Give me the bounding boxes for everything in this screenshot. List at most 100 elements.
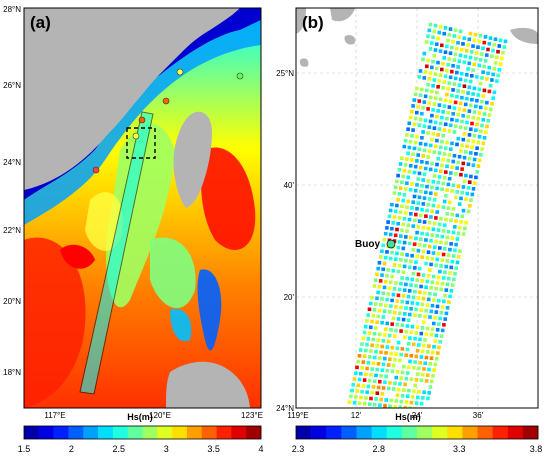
swath-point (423, 314, 427, 319)
colorbar-tick: 2.5 (113, 444, 126, 454)
swath-point (397, 192, 402, 196)
swath-point (430, 89, 434, 94)
swath-point (419, 331, 424, 336)
swath-point (422, 367, 426, 371)
swath-point (450, 236, 455, 240)
swath-point (432, 198, 437, 202)
colorbar-segment (356, 426, 372, 439)
swath-point (392, 239, 397, 243)
swath-point (458, 249, 462, 253)
swath-point (438, 25, 443, 29)
swath-point (417, 219, 422, 223)
swath-point (428, 362, 433, 366)
swath-point (478, 34, 483, 38)
swath-point (460, 167, 464, 171)
swath-point (366, 337, 371, 341)
swath-point (401, 222, 405, 227)
swath-point (456, 160, 461, 165)
swath-point (381, 243, 385, 248)
swath-point (455, 118, 459, 123)
swath-point (463, 126, 468, 130)
swath-point (362, 378, 367, 382)
swath-point (430, 280, 435, 284)
swath-point (475, 51, 479, 55)
swath-point (357, 354, 362, 358)
swath-point (381, 362, 386, 367)
swath-point (441, 229, 446, 233)
sar-swath-outline (79, 111, 154, 395)
swath-point (411, 248, 416, 252)
swath-point (463, 78, 468, 83)
swath-point (396, 245, 401, 250)
swath-point (455, 94, 459, 99)
swath-point (429, 309, 434, 314)
swath-point (399, 305, 403, 310)
swath-point (404, 353, 408, 357)
swath-point (375, 272, 379, 277)
swath-point (431, 227, 436, 232)
swath-point (448, 99, 453, 104)
swath-point (426, 179, 431, 183)
swath-point (423, 70, 428, 74)
swath-point (446, 87, 450, 91)
swath-point (445, 44, 449, 49)
swath-point (428, 71, 433, 75)
swath-point (431, 374, 435, 378)
swath-point (436, 157, 440, 161)
swath-point (407, 265, 412, 269)
colorbar-segment (311, 426, 327, 439)
swath-point (424, 332, 429, 336)
swath-point (417, 266, 422, 271)
swath-point (426, 396, 430, 401)
swath-point (485, 77, 489, 81)
swath-point (420, 184, 424, 188)
swath-point (459, 196, 463, 201)
colorbar-segment (127, 426, 143, 439)
lon-label: 123°E (241, 411, 263, 420)
swath-point (350, 388, 354, 393)
swath-point (427, 28, 432, 33)
swath-point (422, 172, 427, 176)
swath-point (465, 96, 469, 101)
swath-point (493, 61, 498, 65)
swath-point (384, 351, 388, 355)
swath-point (360, 342, 364, 346)
swath-point (429, 215, 433, 219)
swath-point (418, 93, 423, 98)
swath-point (361, 360, 366, 364)
swath-point (425, 208, 429, 213)
swath-point (354, 395, 358, 399)
swath-point (453, 272, 457, 276)
swath-point (395, 370, 400, 374)
swath-point (470, 74, 474, 78)
swath-point (388, 381, 392, 385)
swath-point (475, 75, 479, 79)
swath-point (432, 54, 437, 58)
swath-point (404, 258, 408, 263)
swath-point (430, 185, 434, 190)
swath-point (404, 329, 408, 334)
low-wave-band (197, 269, 222, 351)
swath-point (367, 378, 372, 383)
swath-point (462, 60, 467, 64)
swath-point (405, 371, 410, 375)
lon-label: 12' (351, 411, 362, 420)
swath-point (385, 321, 389, 326)
swath-point (427, 367, 431, 372)
buoy-marker-6 (132, 132, 140, 140)
swath-point (414, 307, 418, 312)
swath-point (466, 115, 470, 119)
swath-point (447, 129, 452, 133)
swath-point (386, 268, 391, 272)
swath-point (435, 257, 440, 262)
colorbar-b (296, 426, 539, 439)
swath-point (411, 224, 416, 228)
swath-point (415, 254, 419, 259)
swath-point (428, 119, 433, 124)
swath-point (437, 79, 442, 83)
swath-point (457, 83, 462, 87)
swath-point (478, 58, 483, 62)
colorbar-segment (326, 426, 342, 439)
swath-point (445, 92, 449, 97)
swath-point (412, 122, 417, 127)
